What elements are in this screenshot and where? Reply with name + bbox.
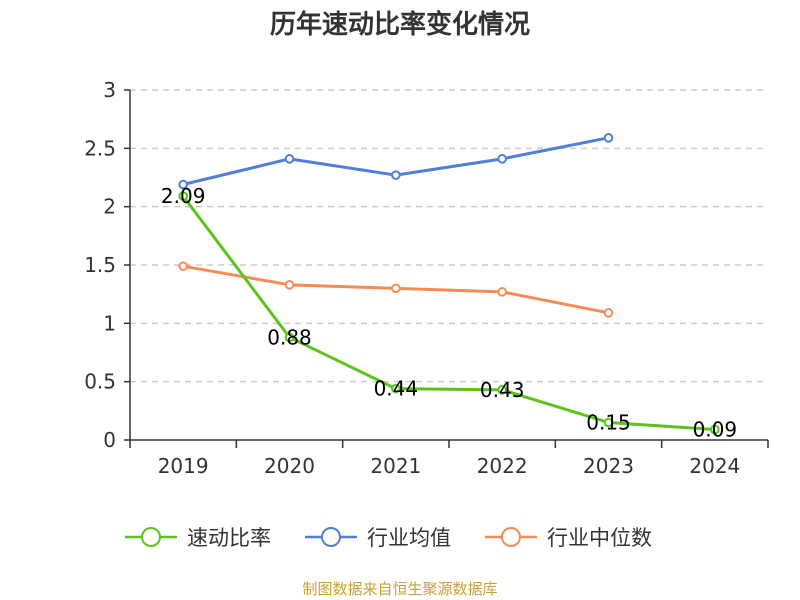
series-point: [603, 417, 614, 428]
series-point: [391, 283, 401, 294]
legend-label: 行业均值: [367, 526, 451, 550]
series-point: [178, 261, 188, 271]
legend-label: 速动比率: [187, 526, 271, 550]
series-point: [391, 170, 401, 180]
series-point: [284, 280, 295, 290]
data-label: 0.44: [374, 377, 419, 401]
legend-marker: [141, 527, 161, 547]
legend-marker: [321, 527, 341, 547]
x-tick-label: 2019: [158, 454, 209, 478]
series-point: [603, 308, 614, 318]
series-point: [178, 191, 188, 201]
series-point: [603, 133, 614, 143]
series-point: [284, 154, 295, 164]
axes: 0 0.5 1 1.5 2 2.5 3 2019 2020 2021 2022 2023 2024: [84, 78, 769, 478]
x-tick-label: 2024: [689, 454, 740, 478]
y-tick-label: 3: [103, 78, 116, 102]
series-point: [497, 287, 507, 297]
data-label: 0.88: [267, 325, 312, 349]
legend-label: 行业中位数: [547, 526, 652, 550]
legend-marker: [501, 527, 521, 547]
series-line-1: [181, 194, 717, 431]
legend[interactable]: 速动比率 行业均值 行业中位数: [125, 526, 652, 550]
series-point: [710, 424, 720, 435]
series-point: [391, 383, 401, 394]
series-group: [178, 133, 720, 435]
y-tick-label: 1: [103, 311, 116, 335]
series-point: [284, 332, 295, 343]
y-tick-label: 1.5: [84, 253, 116, 277]
y-tick-label: 0.5: [84, 370, 116, 394]
grid-lines: [130, 89, 768, 383]
x-tick-label: 2020: [264, 454, 315, 478]
legend-item[interactable]: 行业中位数: [485, 526, 652, 550]
y-tick-label: 2.5: [84, 136, 116, 160]
x-tick-label: 2021: [370, 454, 421, 478]
source-note: 制图数据来自恒生聚源数据库: [302, 580, 497, 598]
y-tick-label: 2: [103, 195, 116, 219]
series-point: [497, 154, 507, 164]
data-label: 0.43: [480, 378, 525, 402]
legend-item[interactable]: 速动比率: [125, 526, 271, 550]
series-point: [497, 385, 507, 395]
y-tick-label: 0: [103, 428, 116, 452]
data-label: 2.09: [161, 184, 206, 208]
data-label: 0.09: [693, 418, 738, 442]
series-point: [178, 179, 188, 190]
chart-title: 历年速动比率变化情况: [270, 9, 530, 40]
x-tick-label: 2023: [583, 454, 634, 478]
data-labels: 2.09 0.88 0.44 0.43 0.15 0.09: [161, 184, 737, 441]
data-label: 0.15: [586, 411, 631, 435]
x-tick-label: 2022: [477, 454, 528, 478]
legend-item[interactable]: 行业均值: [305, 526, 451, 550]
